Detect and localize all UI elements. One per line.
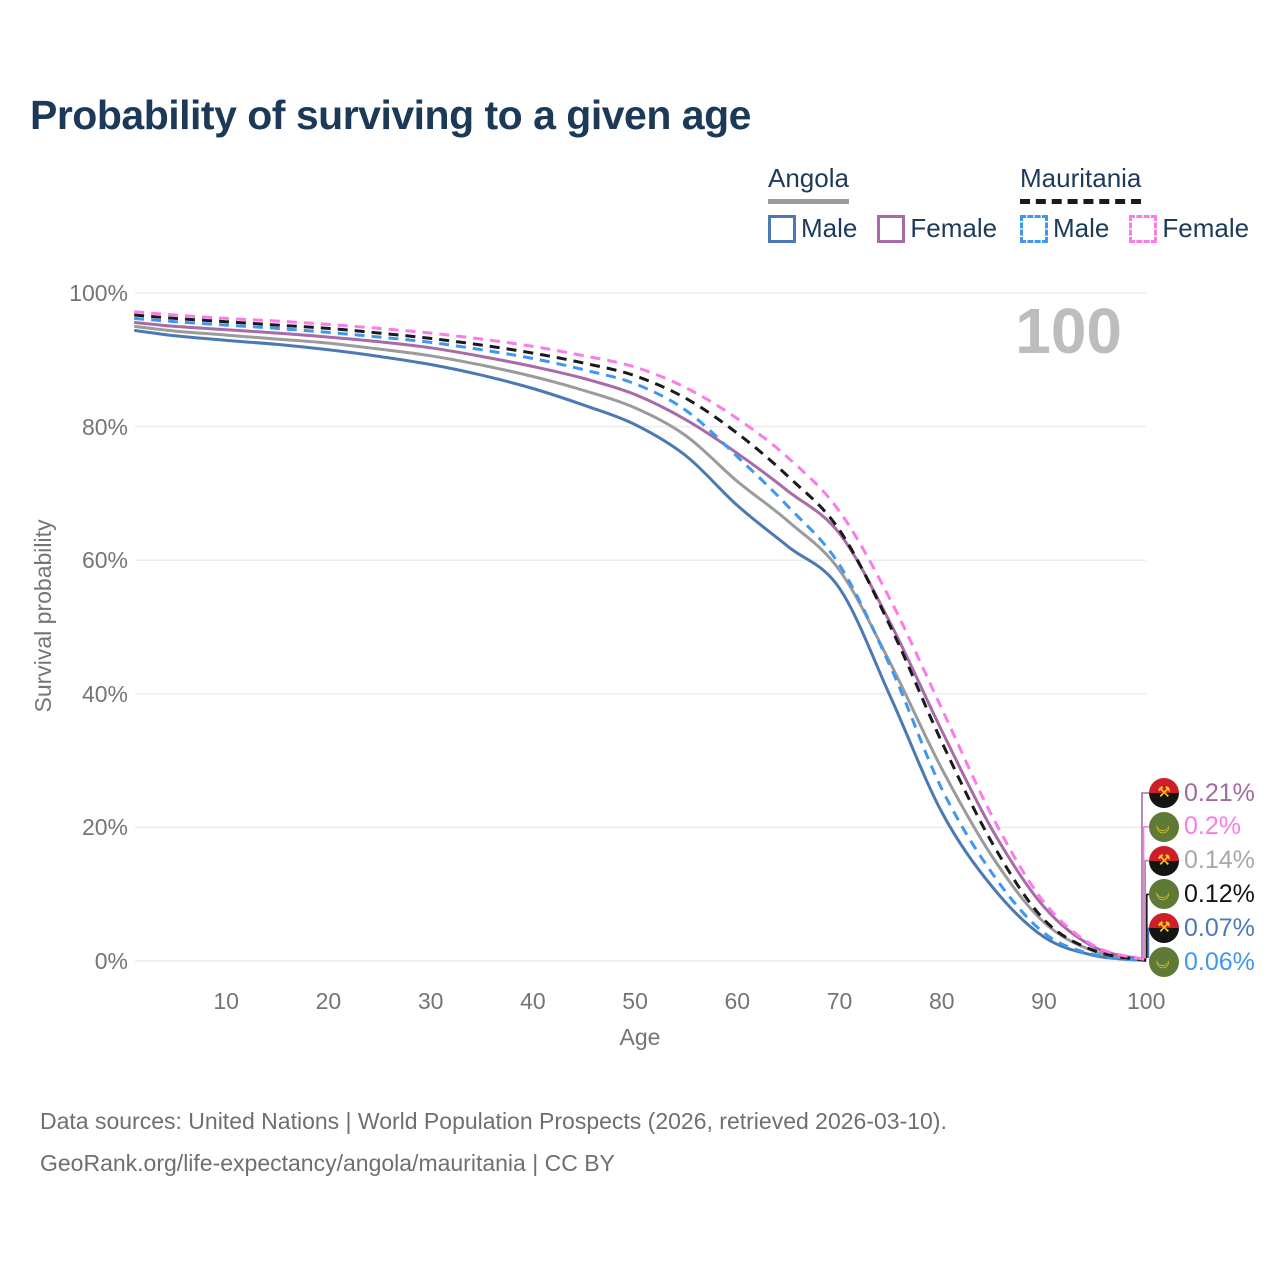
mauritania-female-swatch-icon[interactable] bbox=[1129, 214, 1158, 243]
x-tick-100: 100 bbox=[1126, 988, 1166, 1014]
page-title: Probability of surviving to a given age bbox=[30, 92, 751, 138]
y-tick-40%: 40% bbox=[81, 680, 128, 707]
series-line-mauritania[interactable] bbox=[134, 313, 1147, 962]
age-counter-watermark: 100 bbox=[1015, 295, 1122, 367]
legend-item-mauritania-male[interactable]: Male bbox=[1020, 213, 1109, 244]
x-tick-80: 80 bbox=[928, 988, 955, 1014]
angola-emblem-icon: ⚒ bbox=[1157, 851, 1171, 869]
angola-flag-icon: ⚒ bbox=[1149, 845, 1179, 876]
x-tick-20: 20 bbox=[315, 988, 342, 1014]
end-label-row-mauritania-male: ☾ 0.06% bbox=[1149, 947, 1255, 978]
legend-label-angola-female[interactable]: Female bbox=[910, 213, 998, 243]
end-label-value: 0.2% bbox=[1184, 812, 1241, 841]
end-label-row-angola: ⚒ 0.14% bbox=[1149, 845, 1255, 876]
end-label-row-mauritania-female: ☾ 0.2% bbox=[1149, 811, 1241, 842]
end-label-value: 0.14% bbox=[1184, 846, 1255, 875]
series-line-angola-female[interactable] bbox=[134, 320, 1147, 962]
end-label-value: 0.07% bbox=[1184, 913, 1255, 942]
legend-label-angola-male[interactable]: Male bbox=[801, 213, 858, 243]
legend-item-angola-male[interactable]: Male bbox=[768, 213, 857, 244]
y-tick-60%: 60% bbox=[81, 547, 128, 574]
y-tick-20%: 20% bbox=[81, 814, 128, 841]
legend-item-angola-female[interactable]: Female bbox=[877, 213, 997, 244]
legend-group-angola: Angola Male Female bbox=[768, 163, 1017, 244]
angola-female-swatch-icon[interactable] bbox=[877, 214, 906, 243]
legend-label-mauritania-female[interactable]: Female bbox=[1162, 213, 1250, 243]
angola-flag-icon: ⚒ bbox=[1149, 778, 1179, 808]
angola-emblem-icon: ⚒ bbox=[1157, 919, 1171, 937]
angola-emblem-icon: ⚒ bbox=[1157, 784, 1171, 801]
mauritania-flag-icon: ☾ bbox=[1149, 879, 1179, 910]
series-line-angola[interactable] bbox=[134, 324, 1147, 962]
x-axis-title: Age bbox=[619, 1024, 661, 1050]
series-line-mauritania-female[interactable] bbox=[134, 310, 1147, 962]
x-tick-10: 10 bbox=[213, 988, 239, 1014]
end-label-row-angola-male: ⚒ 0.07% bbox=[1149, 913, 1255, 944]
y-tick-100%: 100% bbox=[69, 280, 128, 306]
x-tick-50: 50 bbox=[622, 988, 648, 1014]
series-line-angola-male[interactable] bbox=[134, 328, 1147, 962]
source-link[interactable]: GeoRank.org/life-expectancy/angola/mauri… bbox=[40, 1150, 615, 1176]
legend-item-mauritania-female[interactable]: Female bbox=[1129, 213, 1249, 244]
x-tick-70: 70 bbox=[826, 988, 853, 1014]
x-tick-40: 40 bbox=[520, 988, 546, 1014]
mauritania-male-swatch-icon[interactable] bbox=[1020, 214, 1048, 243]
legend-label-mauritania-male[interactable]: Male bbox=[1053, 213, 1110, 243]
end-label-value: 0.12% bbox=[1184, 879, 1255, 908]
crescent-icon: ☾ bbox=[1154, 819, 1173, 835]
legend-header-mauritania: Mauritania bbox=[1020, 163, 1142, 204]
x-tick-30: 30 bbox=[417, 988, 444, 1014]
crescent-icon: ☾ bbox=[1154, 954, 1173, 970]
end-label-row-angola-female: ⚒ 0.21% bbox=[1149, 778, 1255, 809]
label-connector bbox=[1141, 792, 1152, 958]
crescent-icon: ☾ bbox=[1154, 886, 1173, 903]
y-tick-0%: 0% bbox=[94, 948, 128, 974]
legend-header-angola: Angola bbox=[768, 163, 849, 204]
mauritania-flag-icon: ☾ bbox=[1149, 811, 1179, 842]
x-tick-90: 90 bbox=[1031, 988, 1057, 1014]
x-tick-60: 60 bbox=[724, 988, 751, 1014]
legend-group-mauritania: Mauritania Male Female bbox=[1020, 163, 1269, 244]
series-line-mauritania-male[interactable] bbox=[134, 316, 1147, 963]
y-tick-80%: 80% bbox=[81, 413, 128, 440]
end-label-value: 0.21% bbox=[1184, 778, 1255, 807]
mauritania-flag-icon: ☾ bbox=[1149, 947, 1179, 977]
angola-flag-icon: ⚒ bbox=[1149, 913, 1179, 944]
data-sources-text: Data sources: United Nations | World Pop… bbox=[40, 1108, 947, 1134]
end-label-value: 0.06% bbox=[1184, 947, 1255, 976]
end-label-row-mauritania: ☾ 0.12% bbox=[1149, 879, 1255, 910]
angola-male-swatch-icon[interactable] bbox=[768, 214, 796, 243]
